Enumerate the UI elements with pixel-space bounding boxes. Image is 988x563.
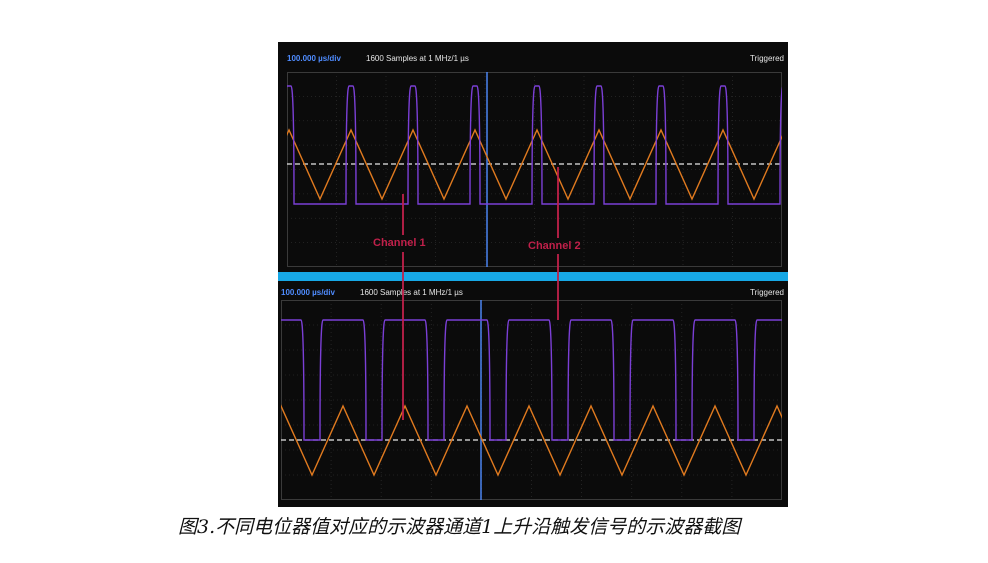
graticule-border (287, 72, 782, 267)
figure-caption: 图3.不同电位器值对应的示波器通道1上升沿触发信号的示波器截图 (178, 516, 741, 538)
bottom-trigger-status: Triggered (750, 288, 784, 297)
oscilloscope-figure: 100.000 µs/div 1600 Samples at 1 MHz/1 µ… (278, 42, 788, 507)
triangle-waveform (281, 404, 782, 477)
bottom-panel-header: 100.000 µs/div 1600 Samples at 1 MHz/1 µ… (278, 284, 788, 300)
square-waveform (287, 85, 782, 205)
top-waveform-display[interactable] (287, 72, 782, 267)
bottom-timebase-label[interactable]: 100.000 µs/div (281, 288, 335, 297)
graticule (287, 72, 782, 267)
top-samples-label: 1600 Samples at 1 MHz/1 µs (366, 54, 469, 63)
top-timebase-label[interactable]: 100.000 µs/div (287, 54, 341, 63)
annotation-overlay (402, 167, 559, 420)
panel-separator (278, 272, 788, 281)
channel1-label: Channel 1 (373, 237, 426, 249)
square-waveform (281, 319, 782, 441)
bottom-samples-label: 1600 Samples at 1 MHz/1 µs (360, 288, 463, 297)
channel2-label: Channel 2 (528, 240, 581, 252)
top-trigger-status: Triggered (750, 54, 784, 63)
top-panel-header: 100.000 µs/div 1600 Samples at 1 MHz/1 µ… (278, 50, 788, 66)
graticule-border (281, 300, 782, 500)
bottom-waveform-display[interactable] (281, 300, 782, 500)
